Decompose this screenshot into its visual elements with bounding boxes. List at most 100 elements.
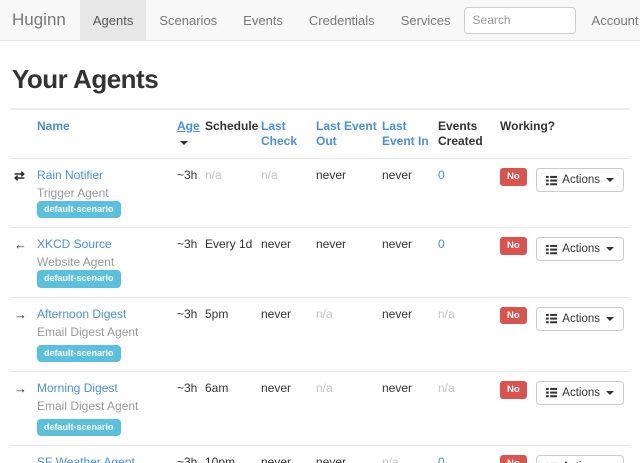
last-event-out-cell: never: [316, 444, 382, 463]
agent-type-label: Email Digest Agent: [37, 324, 139, 339]
list-icon: [546, 175, 558, 185]
events-created-cell: n/a: [438, 370, 500, 446]
actions-button-label: Actions: [562, 243, 600, 256]
actions-button[interactable]: Actions: [536, 380, 624, 405]
title-divider: [10, 108, 630, 109]
schedule-cell: 5pm: [205, 296, 261, 372]
account-label: Account: [591, 12, 639, 28]
working-status-badge[interactable]: No: [500, 168, 527, 186]
brand-logo[interactable]: Huginn: [12, 10, 66, 29]
agent-name-link[interactable]: Morning Digest: [37, 380, 118, 395]
last-event-out-cell: never: [316, 227, 382, 297]
last-event-in-cell: never: [382, 296, 438, 372]
age-cell: ~3h: [177, 296, 205, 372]
header-events-created: Events Created: [438, 109, 500, 159]
last-check-cell: never: [261, 370, 316, 446]
list-icon: [546, 388, 558, 398]
working-status-badge[interactable]: No: [500, 237, 527, 256]
header-last-check[interactable]: Last Check: [261, 109, 316, 159]
transfer-icon: ⇄: [14, 168, 25, 183]
last-event-in-cell: never: [382, 227, 438, 297]
actions-button-label: Actions: [562, 386, 600, 399]
events-created-cell[interactable]: 0: [438, 444, 500, 463]
schedule-cell: 10pm: [205, 444, 261, 463]
actions-button[interactable]: Actions: [536, 306, 624, 331]
agent-name-link[interactable]: Rain Notifier: [37, 168, 104, 182]
actions-button[interactable]: Actions: [536, 237, 624, 262]
header-working: Working?: [500, 109, 555, 159]
arrow-right-icon: →: [14, 380, 27, 396]
actions-button[interactable]: Actions: [536, 455, 624, 463]
scenario-badge[interactable]: default-scenario: [37, 270, 121, 288]
actions-button[interactable]: Actions: [536, 168, 624, 192]
schedule-cell: n/a: [205, 157, 261, 228]
working-status-badge[interactable]: No: [500, 455, 527, 463]
agent-type-label: Website Agent: [37, 255, 115, 270]
arrow-right-icon: →: [14, 306, 27, 322]
header-actions-column: [550, 109, 630, 159]
chevron-down-icon: [606, 247, 614, 252]
header-icon-column: [10, 109, 37, 159]
agent-name-link[interactable]: SF Weather Agent: [37, 455, 135, 463]
table-row: → Afternoon Digest Email Digest Agent de…: [10, 296, 630, 372]
table-row: ← SF Weather Agent Weather Agent default…: [10, 444, 630, 463]
scenario-badge[interactable]: default-scenario: [37, 344, 121, 362]
arrow-left-icon: ←: [14, 455, 27, 463]
age-cell: ~3h: [177, 370, 205, 446]
table-row: ← XKCD Source Website Agent default-scen…: [10, 227, 630, 297]
nav-item-agents[interactable]: Agents: [79, 0, 147, 40]
nav-item-events[interactable]: Events: [243, 13, 283, 28]
scenario-badge[interactable]: default-scenario: [37, 418, 121, 436]
last-event-in-cell: never: [382, 157, 438, 228]
last-check-cell: never: [261, 444, 316, 463]
last-check-cell: never: [261, 296, 316, 372]
actions-button-label: Actions: [562, 312, 600, 325]
last-event-out-cell: n/a: [316, 296, 382, 372]
table-row: ⇄ Rain Notifier Trigger Agent default-sc…: [10, 157, 630, 228]
events-created-cell[interactable]: 0: [438, 157, 500, 228]
events-created-cell: n/a: [438, 296, 500, 372]
agents-table: Name Age Schedule Last Check Last Event …: [10, 109, 630, 463]
header-schedule: Schedule: [205, 109, 261, 159]
age-cell: ~3h: [177, 227, 205, 297]
last-event-out-cell: never: [316, 157, 382, 228]
last-event-in-cell: never: [382, 370, 438, 446]
header-age[interactable]: Age: [177, 109, 205, 159]
chevron-down-icon: [606, 390, 614, 395]
header-last-event-in[interactable]: Last Event In: [382, 109, 438, 159]
last-check-cell: never: [261, 227, 316, 297]
working-status-badge[interactable]: No: [500, 380, 527, 399]
actions-button-label: Actions: [562, 461, 600, 463]
agent-type-label: Email Digest Agent: [37, 398, 139, 413]
actions-button-label: Actions: [562, 174, 600, 186]
events-created-cell[interactable]: 0: [438, 227, 500, 297]
sort-desc-icon: [180, 141, 188, 145]
agent-name-link[interactable]: Afternoon Digest: [37, 306, 127, 321]
list-icon: [546, 313, 558, 324]
header-name[interactable]: Name: [37, 109, 177, 159]
last-event-in-cell: n/a: [382, 444, 438, 463]
agent-type-label: Trigger Agent: [37, 186, 109, 200]
navbar-right: Account: [463, 0, 640, 40]
main-nav: Agents Scenarios Events Credentials Serv…: [79, 0, 464, 40]
list-icon: [546, 244, 558, 255]
schedule-cell: 6am: [205, 370, 261, 446]
top-navbar: Huginn Agents Scenarios Events Credentia…: [0, 0, 640, 41]
header-last-event-out[interactable]: Last Event Out: [316, 109, 382, 159]
scenario-badge[interactable]: default-scenario: [37, 201, 121, 219]
agent-name-link[interactable]: XKCD Source: [37, 237, 112, 252]
age-cell: ~3h: [177, 444, 205, 463]
chevron-down-icon: [606, 316, 614, 321]
search-input[interactable]: [463, 6, 576, 34]
nav-item-credentials[interactable]: Credentials: [308, 13, 375, 28]
page-title: Your Agents: [12, 64, 159, 94]
working-status-badge[interactable]: No: [500, 306, 527, 325]
nav-item-scenarios[interactable]: Scenarios: [159, 13, 218, 28]
arrow-left-icon: ←: [14, 237, 27, 253]
nav-item-services[interactable]: Services: [400, 13, 451, 28]
last-check-cell: n/a: [261, 157, 316, 228]
schedule-cell: Every 1d: [205, 227, 261, 297]
last-event-out-cell: n/a: [316, 370, 382, 446]
account-dropdown[interactable]: Account: [592, 13, 640, 28]
age-cell: ~3h: [177, 157, 205, 228]
